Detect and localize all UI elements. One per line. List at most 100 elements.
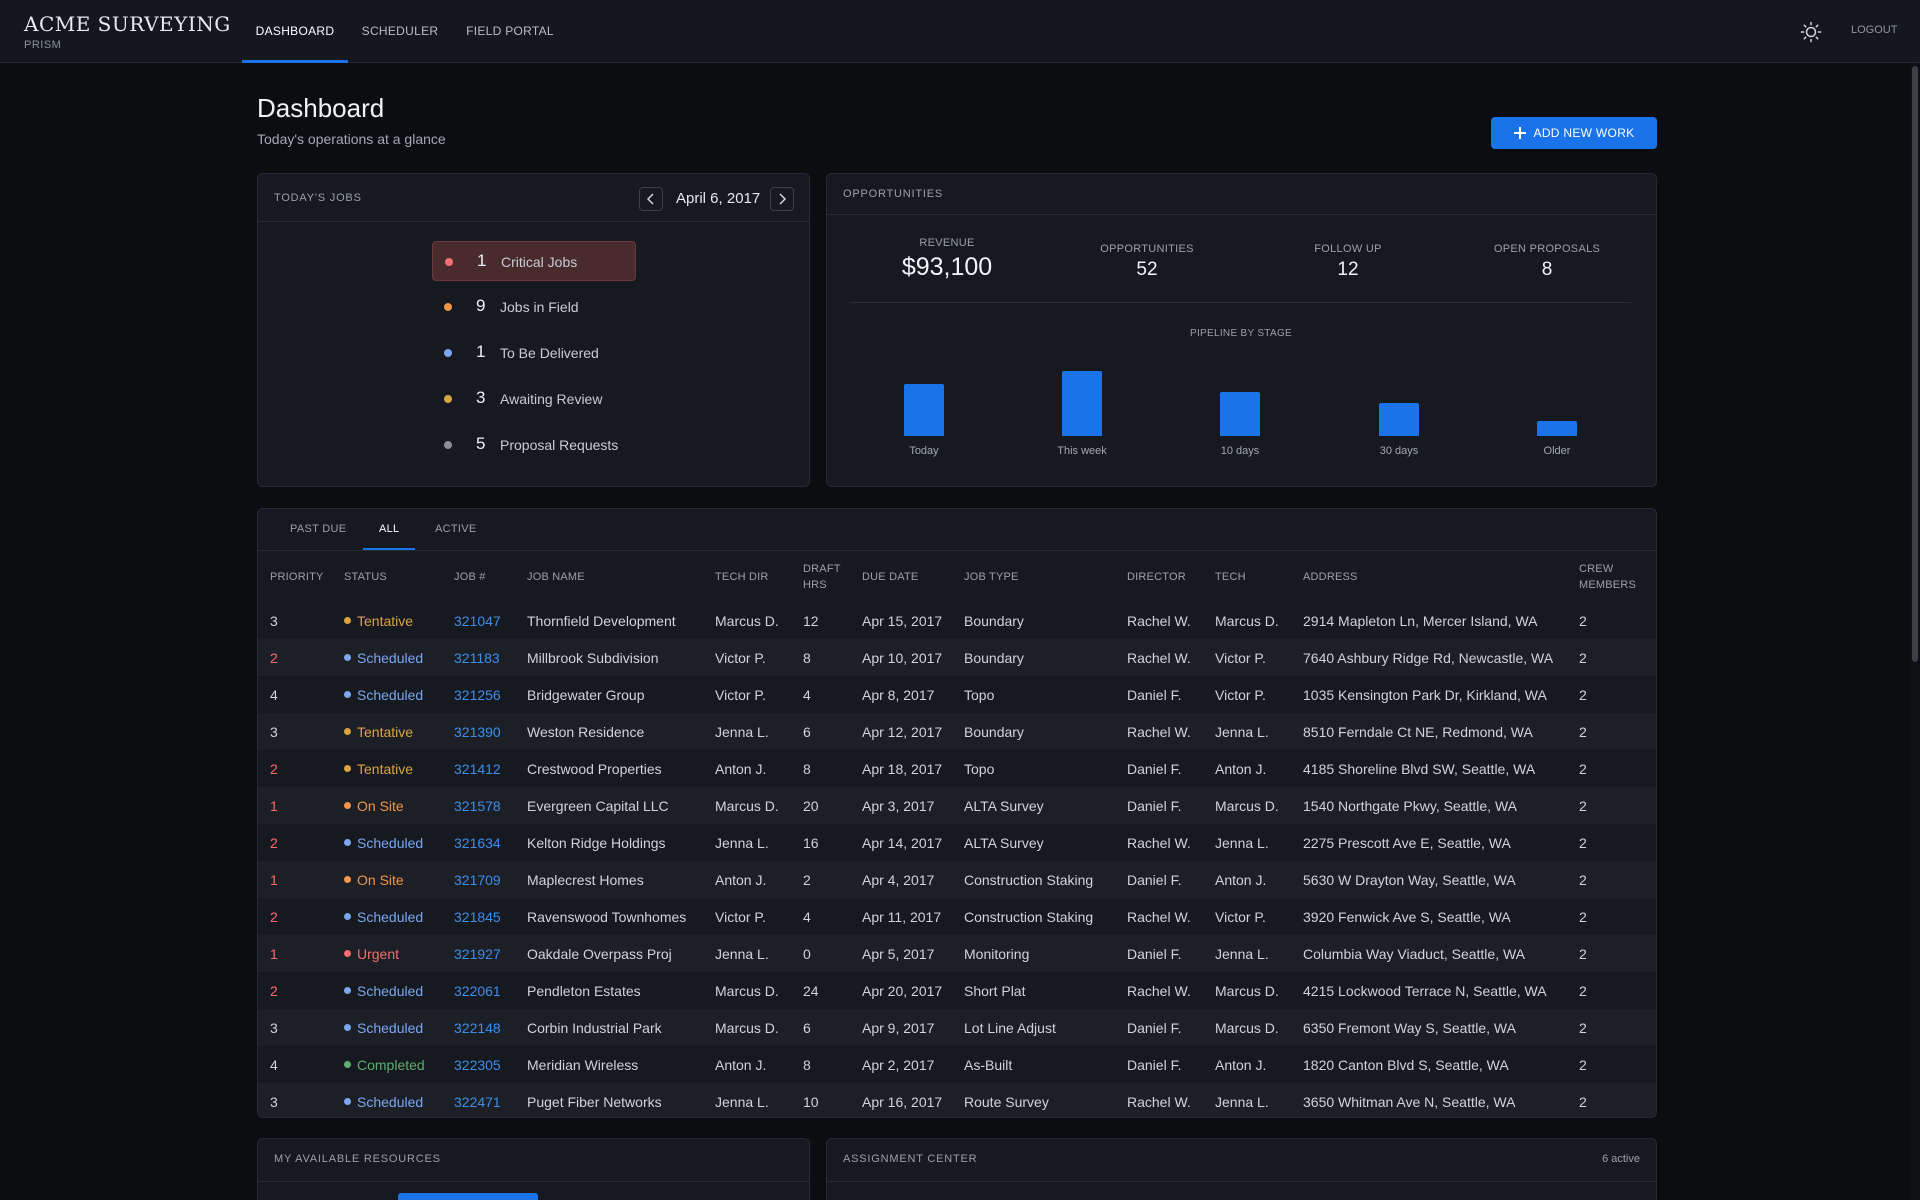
- column-header[interactable]: TECH: [1215, 571, 1246, 583]
- job-number-link[interactable]: 321047: [454, 612, 501, 629]
- next-date-button[interactable]: [770, 187, 794, 211]
- address-cell: 2914 Mapleton Ln, Mercer Island, WA: [1303, 612, 1538, 629]
- table-row[interactable]: 3 Tentative 321047 Thornfield Development Ma…: [258, 602, 1656, 639]
- resources-bar: [398, 1193, 538, 1200]
- tab-scheduler[interactable]: SCHEDULER: [361, 24, 439, 38]
- today-job-item[interactable]: 1 To Be Delivered: [432, 333, 636, 373]
- column-header[interactable]: CREW MEMBERS: [1579, 563, 1637, 591]
- status-cell: Tentative: [332, 713, 442, 750]
- column-header[interactable]: DIRECTOR: [1127, 571, 1186, 583]
- today-job-item[interactable]: 5 Proposal Requests: [432, 425, 636, 465]
- status-dot: [444, 441, 452, 449]
- job-number-link[interactable]: 321634: [454, 834, 501, 851]
- tech-cell: Jenna L.: [1203, 1083, 1291, 1117]
- job-number-link[interactable]: 321578: [442, 787, 515, 824]
- status-dot: [344, 987, 351, 994]
- tech-cell: Anton J.: [1215, 1056, 1267, 1073]
- today-job-item[interactable]: 9 Jobs in Field: [432, 287, 636, 327]
- table-row[interactable]: 4 Completed 322305 Meridian Wireless Anton J…: [258, 1046, 1656, 1083]
- pipeline-bar[interactable]: [1220, 392, 1260, 436]
- status-text: Scheduled: [357, 649, 424, 666]
- table-row[interactable]: 2 Scheduled 321634 Kelton Ridge Holdings Jen…: [258, 824, 1656, 861]
- tab-dashboard[interactable]: DASHBOARD: [242, 0, 348, 63]
- resources-title: MY AVAILABLE RESOURCES: [274, 1153, 441, 1165]
- filter-active[interactable]: ACTIVE: [435, 523, 477, 535]
- tech-dir-cell: Marcus D.: [703, 787, 791, 824]
- job-number-link[interactable]: 321256: [454, 686, 501, 703]
- prev-date-button[interactable]: [639, 187, 663, 211]
- priority-cell: 2: [258, 639, 332, 676]
- status-text: Scheduled: [357, 686, 424, 703]
- director-cell: Daniel F.: [1115, 1009, 1203, 1046]
- column-header[interactable]: DRAFT HRS: [803, 563, 841, 591]
- column-header[interactable]: DUE DATE: [862, 571, 919, 583]
- pipeline-bar[interactable]: [1379, 403, 1419, 436]
- tech-cell: Marcus D.: [1215, 982, 1279, 999]
- job-number-link[interactable]: 322148: [442, 1009, 515, 1046]
- job-number-link[interactable]: 322061: [454, 982, 501, 999]
- table-row[interactable]: 2 Scheduled 321183 Millbrook Subdivision Vic…: [258, 639, 1656, 676]
- filter-all[interactable]: ALL: [379, 523, 400, 535]
- job-number-link[interactable]: 322305: [454, 1056, 501, 1073]
- priority-cell: 1: [258, 861, 332, 898]
- table-row[interactable]: 3 Scheduled 322471 Puget Fiber Networks Jenn…: [258, 1083, 1656, 1117]
- job-name-cell: Pendleton Estates: [527, 982, 641, 999]
- job-number-link[interactable]: 321927: [442, 935, 515, 972]
- tab-field-portal[interactable]: FIELD PORTAL: [466, 24, 554, 38]
- brand[interactable]: ACME SURVEYING PRISM: [24, 12, 231, 51]
- column-header[interactable]: TECH DIR: [715, 571, 769, 583]
- add-new-work-button[interactable]: ADD NEW WORK: [1491, 117, 1657, 149]
- filter-past-due[interactable]: PAST DUE: [290, 523, 347, 535]
- tech-cell: Anton J.: [1215, 760, 1267, 777]
- table-row[interactable]: 2 Tentative 321412 Crestwood Properties Anto…: [258, 750, 1656, 787]
- status-text: Completed: [357, 1056, 425, 1073]
- assignment-center-count: 6 active: [1602, 1153, 1640, 1165]
- pipeline-bar[interactable]: [904, 384, 944, 436]
- scrollbar-thumb[interactable]: [1912, 66, 1918, 662]
- column-header[interactable]: PRIORITY: [270, 571, 324, 583]
- column-header[interactable]: ADDRESS: [1303, 571, 1358, 583]
- job-name-cell: Weston Residence: [515, 713, 703, 750]
- priority-cell: 2: [270, 982, 278, 999]
- job-number-link[interactable]: 321709: [442, 861, 515, 898]
- column-header[interactable]: JOB #: [454, 571, 486, 583]
- job-number-link[interactable]: 322471: [442, 1083, 515, 1117]
- chevron-left-icon: [646, 193, 654, 205]
- status-dot: [445, 258, 453, 266]
- logout-link[interactable]: LOGOUT: [1851, 24, 1898, 36]
- table-row[interactable]: 2 Scheduled 322061 Pendleton Estates Marcus …: [258, 972, 1656, 1009]
- stat-follow-up-label: FOLLOW UP: [1314, 243, 1382, 255]
- pipeline-bar-label: Older: [1543, 445, 1571, 457]
- sun-icon[interactable]: [1800, 21, 1822, 43]
- table-row[interactable]: 3 Scheduled 322148 Corbin Industrial Park Ma…: [258, 1009, 1656, 1046]
- column-header[interactable]: JOB NAME: [527, 571, 585, 583]
- tech-cell: Anton J.: [1203, 861, 1291, 898]
- page-title: Dashboard: [257, 93, 385, 123]
- pipeline-bar[interactable]: [1062, 371, 1102, 436]
- table-row[interactable]: 1 On Site 321709 Maplecrest Homes Anton J. 2 A…: [258, 861, 1656, 898]
- table-row[interactable]: 4 Scheduled 321256 Bridgewater Group Victor …: [258, 676, 1656, 713]
- pipeline-bar[interactable]: [1537, 421, 1577, 436]
- column-header[interactable]: JOB TYPE: [964, 571, 1019, 583]
- status-dot: [444, 395, 452, 403]
- status-text: Scheduled: [357, 834, 424, 851]
- job-number-link[interactable]: 321183: [442, 639, 515, 676]
- today-job-item[interactable]: 1 Critical Jobs: [432, 241, 636, 281]
- job-number-link[interactable]: 321390: [442, 713, 515, 750]
- table-row[interactable]: 3 Tentative 321390 Weston Residence Jenna L.…: [258, 713, 1656, 750]
- table-row[interactable]: 2 Scheduled 321845 Ravenswood Townhomes Vict…: [258, 898, 1656, 935]
- job-number-link[interactable]: 321845: [454, 908, 501, 925]
- opportunities-panel: OPPORTUNITIES REVENUE $93,100 OPPORTUNIT…: [826, 173, 1657, 487]
- stat-opportunities: OPPORTUNITIES 52: [1082, 243, 1212, 281]
- table-row[interactable]: 1 Urgent 321927 Oakdale Overpass Proj Jenna …: [258, 935, 1656, 972]
- table-row[interactable]: 1 On Site 321578 Evergreen Capital LLC Marcu…: [258, 787, 1656, 824]
- job-type-cell: Construction Staking: [964, 908, 1094, 925]
- date-navigator: April 6, 2017: [639, 187, 794, 211]
- assignment-center-title: ASSIGNMENT CENTER: [843, 1153, 978, 1165]
- due-date-cell: Apr 5, 2017: [850, 935, 952, 972]
- today-job-item[interactable]: 3 Awaiting Review: [432, 379, 636, 419]
- column-header[interactable]: STATUS: [344, 571, 387, 583]
- draft-hrs-cell: 16: [803, 834, 819, 851]
- tech-dir-cell: Victor P.: [703, 639, 791, 676]
- job-number-link[interactable]: 321412: [454, 760, 501, 777]
